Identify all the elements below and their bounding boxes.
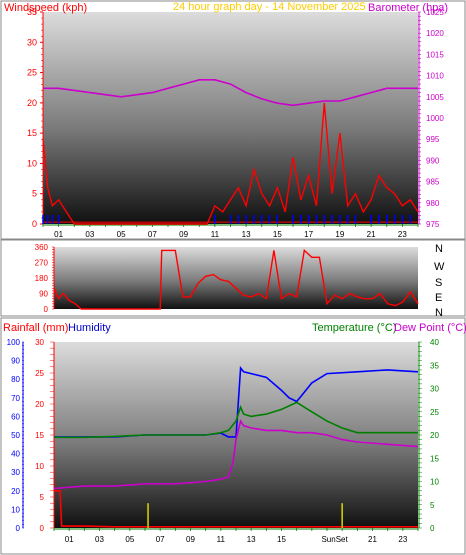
temp-x-tick-label: 13 bbox=[247, 535, 256, 544]
barometer-y-tick-label: 1010 bbox=[426, 72, 444, 81]
temp-x-tick-label: 23 bbox=[398, 535, 407, 544]
temp-x-tick-label: 01 bbox=[65, 535, 74, 544]
wind-x-tick-label: 09 bbox=[179, 230, 188, 239]
temp-x-tick-label: 05 bbox=[125, 535, 134, 544]
wind-y-tick-label: 20 bbox=[27, 98, 37, 108]
dewpoint-axis-title: Dew Point (°C) bbox=[394, 322, 466, 334]
temp-x-tick-label: 09 bbox=[186, 535, 195, 544]
direction-y-tick-label: 360 bbox=[35, 243, 49, 252]
rainfall-y-tick-label: 0 bbox=[40, 524, 45, 533]
dewpoint-line bbox=[53, 419, 419, 490]
wind-y-tick-label: 30 bbox=[27, 37, 37, 47]
compass-letter-w: W bbox=[434, 261, 445, 273]
humidity-y-tick-label: 80 bbox=[11, 375, 20, 384]
direction-y-tick-label: 270 bbox=[35, 259, 49, 268]
temp-x-tick-label: 15 bbox=[277, 535, 286, 544]
humidity-y-tick-label: 0 bbox=[16, 524, 21, 533]
temperature-y-tick-label: 40 bbox=[430, 338, 439, 347]
barometer-y-tick-label: 1025 bbox=[426, 8, 444, 17]
wind-x-tick-label: 11 bbox=[211, 230, 220, 239]
wind-plot-area bbox=[43, 12, 418, 224]
humidity-y-tick-label: 50 bbox=[11, 431, 20, 440]
temp-x-tick-label: 03 bbox=[95, 535, 104, 544]
temperature-y-tick-label: 15 bbox=[430, 454, 439, 463]
temp-x-tick-label: 11 bbox=[217, 535, 226, 544]
barometer-y-tick-label: 980 bbox=[426, 199, 440, 208]
wind-x-tick-label: 03 bbox=[85, 230, 94, 239]
wind-x-tick-label: 01 bbox=[54, 230, 63, 239]
wind-y-tick-label: 25 bbox=[27, 68, 37, 78]
barometer-y-tick-label: 1015 bbox=[426, 50, 444, 59]
compass-letter-s: S bbox=[435, 277, 442, 289]
barometer-y-tick-label: 990 bbox=[426, 156, 440, 165]
barometer-y-tick-label: 1000 bbox=[426, 114, 444, 123]
rainfall-y-tick-label: 10 bbox=[35, 462, 44, 471]
temperature-y-tick-label: 5 bbox=[430, 501, 435, 510]
compass-letter-e: E bbox=[435, 292, 442, 304]
humidity-y-tick-label: 30 bbox=[11, 468, 20, 477]
compass-letter-n-bottom: N bbox=[435, 307, 443, 319]
humidity-y-tick-label: 20 bbox=[11, 487, 20, 496]
temperature-y-tick-label: 35 bbox=[430, 361, 439, 370]
rainfall-y-tick-label: 20 bbox=[35, 400, 44, 409]
temp-x-tick-label: 07 bbox=[156, 535, 165, 544]
wind-y-tick-label: 10 bbox=[27, 158, 37, 168]
humidity-y-tick-label: 60 bbox=[11, 412, 20, 421]
temp-x-tick-label: SunSet bbox=[321, 535, 348, 544]
temperature-y-tick-label: 20 bbox=[430, 431, 439, 440]
humidity-y-tick-label: 90 bbox=[11, 357, 20, 366]
direction-y-tick-label: 180 bbox=[35, 274, 49, 283]
humidity-y-tick-label: 10 bbox=[11, 505, 20, 514]
wind-y-tick-label: 0 bbox=[32, 219, 37, 229]
wind-x-tick-label: 21 bbox=[367, 230, 376, 239]
direction-plot-area bbox=[54, 247, 418, 309]
temperature-y-tick-label: 25 bbox=[430, 408, 439, 417]
wind-x-tick-label: 07 bbox=[148, 230, 157, 239]
wind-x-tick-label: 15 bbox=[273, 230, 282, 239]
barometer-y-tick-label: 985 bbox=[426, 178, 440, 187]
windspeed-line bbox=[42, 102, 419, 225]
rainfall-y-tick-label: 25 bbox=[35, 369, 44, 378]
humidity-y-tick-label: 100 bbox=[7, 338, 21, 347]
humidity-y-tick-label: 70 bbox=[11, 394, 20, 403]
rainfall-y-tick-label: 15 bbox=[35, 431, 44, 440]
barometer-y-tick-label: 1020 bbox=[426, 29, 444, 38]
wind-y-tick-label: 5 bbox=[32, 189, 37, 199]
wind-x-tick-label: 17 bbox=[304, 230, 313, 239]
wind-x-tick-label: 05 bbox=[117, 230, 126, 239]
temperature-line bbox=[54, 401, 418, 439]
temperature-y-tick-label: 0 bbox=[430, 524, 435, 533]
compass-letter-n-top: N bbox=[435, 243, 443, 255]
rainfall-line bbox=[54, 489, 418, 528]
wind-y-tick-label: 35 bbox=[27, 7, 37, 17]
barometer-line bbox=[43, 79, 418, 107]
temperature-y-tick-label: 30 bbox=[430, 385, 439, 394]
humidity-axis-title: Humidity bbox=[68, 322, 111, 334]
barometer-y-tick-label: 975 bbox=[426, 220, 440, 229]
barometer-y-tick-label: 995 bbox=[426, 135, 440, 144]
wind-x-tick-label: 23 bbox=[398, 230, 407, 239]
humidity-y-tick-label: 40 bbox=[11, 450, 20, 459]
wind-x-tick-label: 13 bbox=[242, 230, 251, 239]
direction-y-tick-label: 0 bbox=[44, 305, 49, 314]
wind-x-tick-label: 19 bbox=[335, 230, 344, 239]
direction-y-tick-label: 90 bbox=[39, 290, 48, 299]
barometer-axis-title: Barometer (hpa) bbox=[368, 2, 448, 14]
windspeed-axis-title: Windspeed (kph) bbox=[4, 2, 87, 14]
temp-x-tick-label: 21 bbox=[368, 535, 377, 544]
wind-y-tick-label: 15 bbox=[27, 128, 37, 138]
rainfall-y-tick-label: 30 bbox=[35, 338, 44, 347]
graph-title: 24 hour graph day - 14 November 2025 bbox=[173, 1, 366, 13]
wind-direction-line bbox=[53, 249, 419, 310]
temperature-axis-title: Temperature (°C) bbox=[312, 322, 396, 334]
rainfall-y-tick-label: 5 bbox=[40, 493, 45, 502]
barometer-y-tick-label: 1005 bbox=[426, 93, 444, 102]
temperature-y-tick-label: 10 bbox=[430, 478, 439, 487]
rainfall-axis-title: Rainfall (mm) bbox=[3, 322, 68, 334]
